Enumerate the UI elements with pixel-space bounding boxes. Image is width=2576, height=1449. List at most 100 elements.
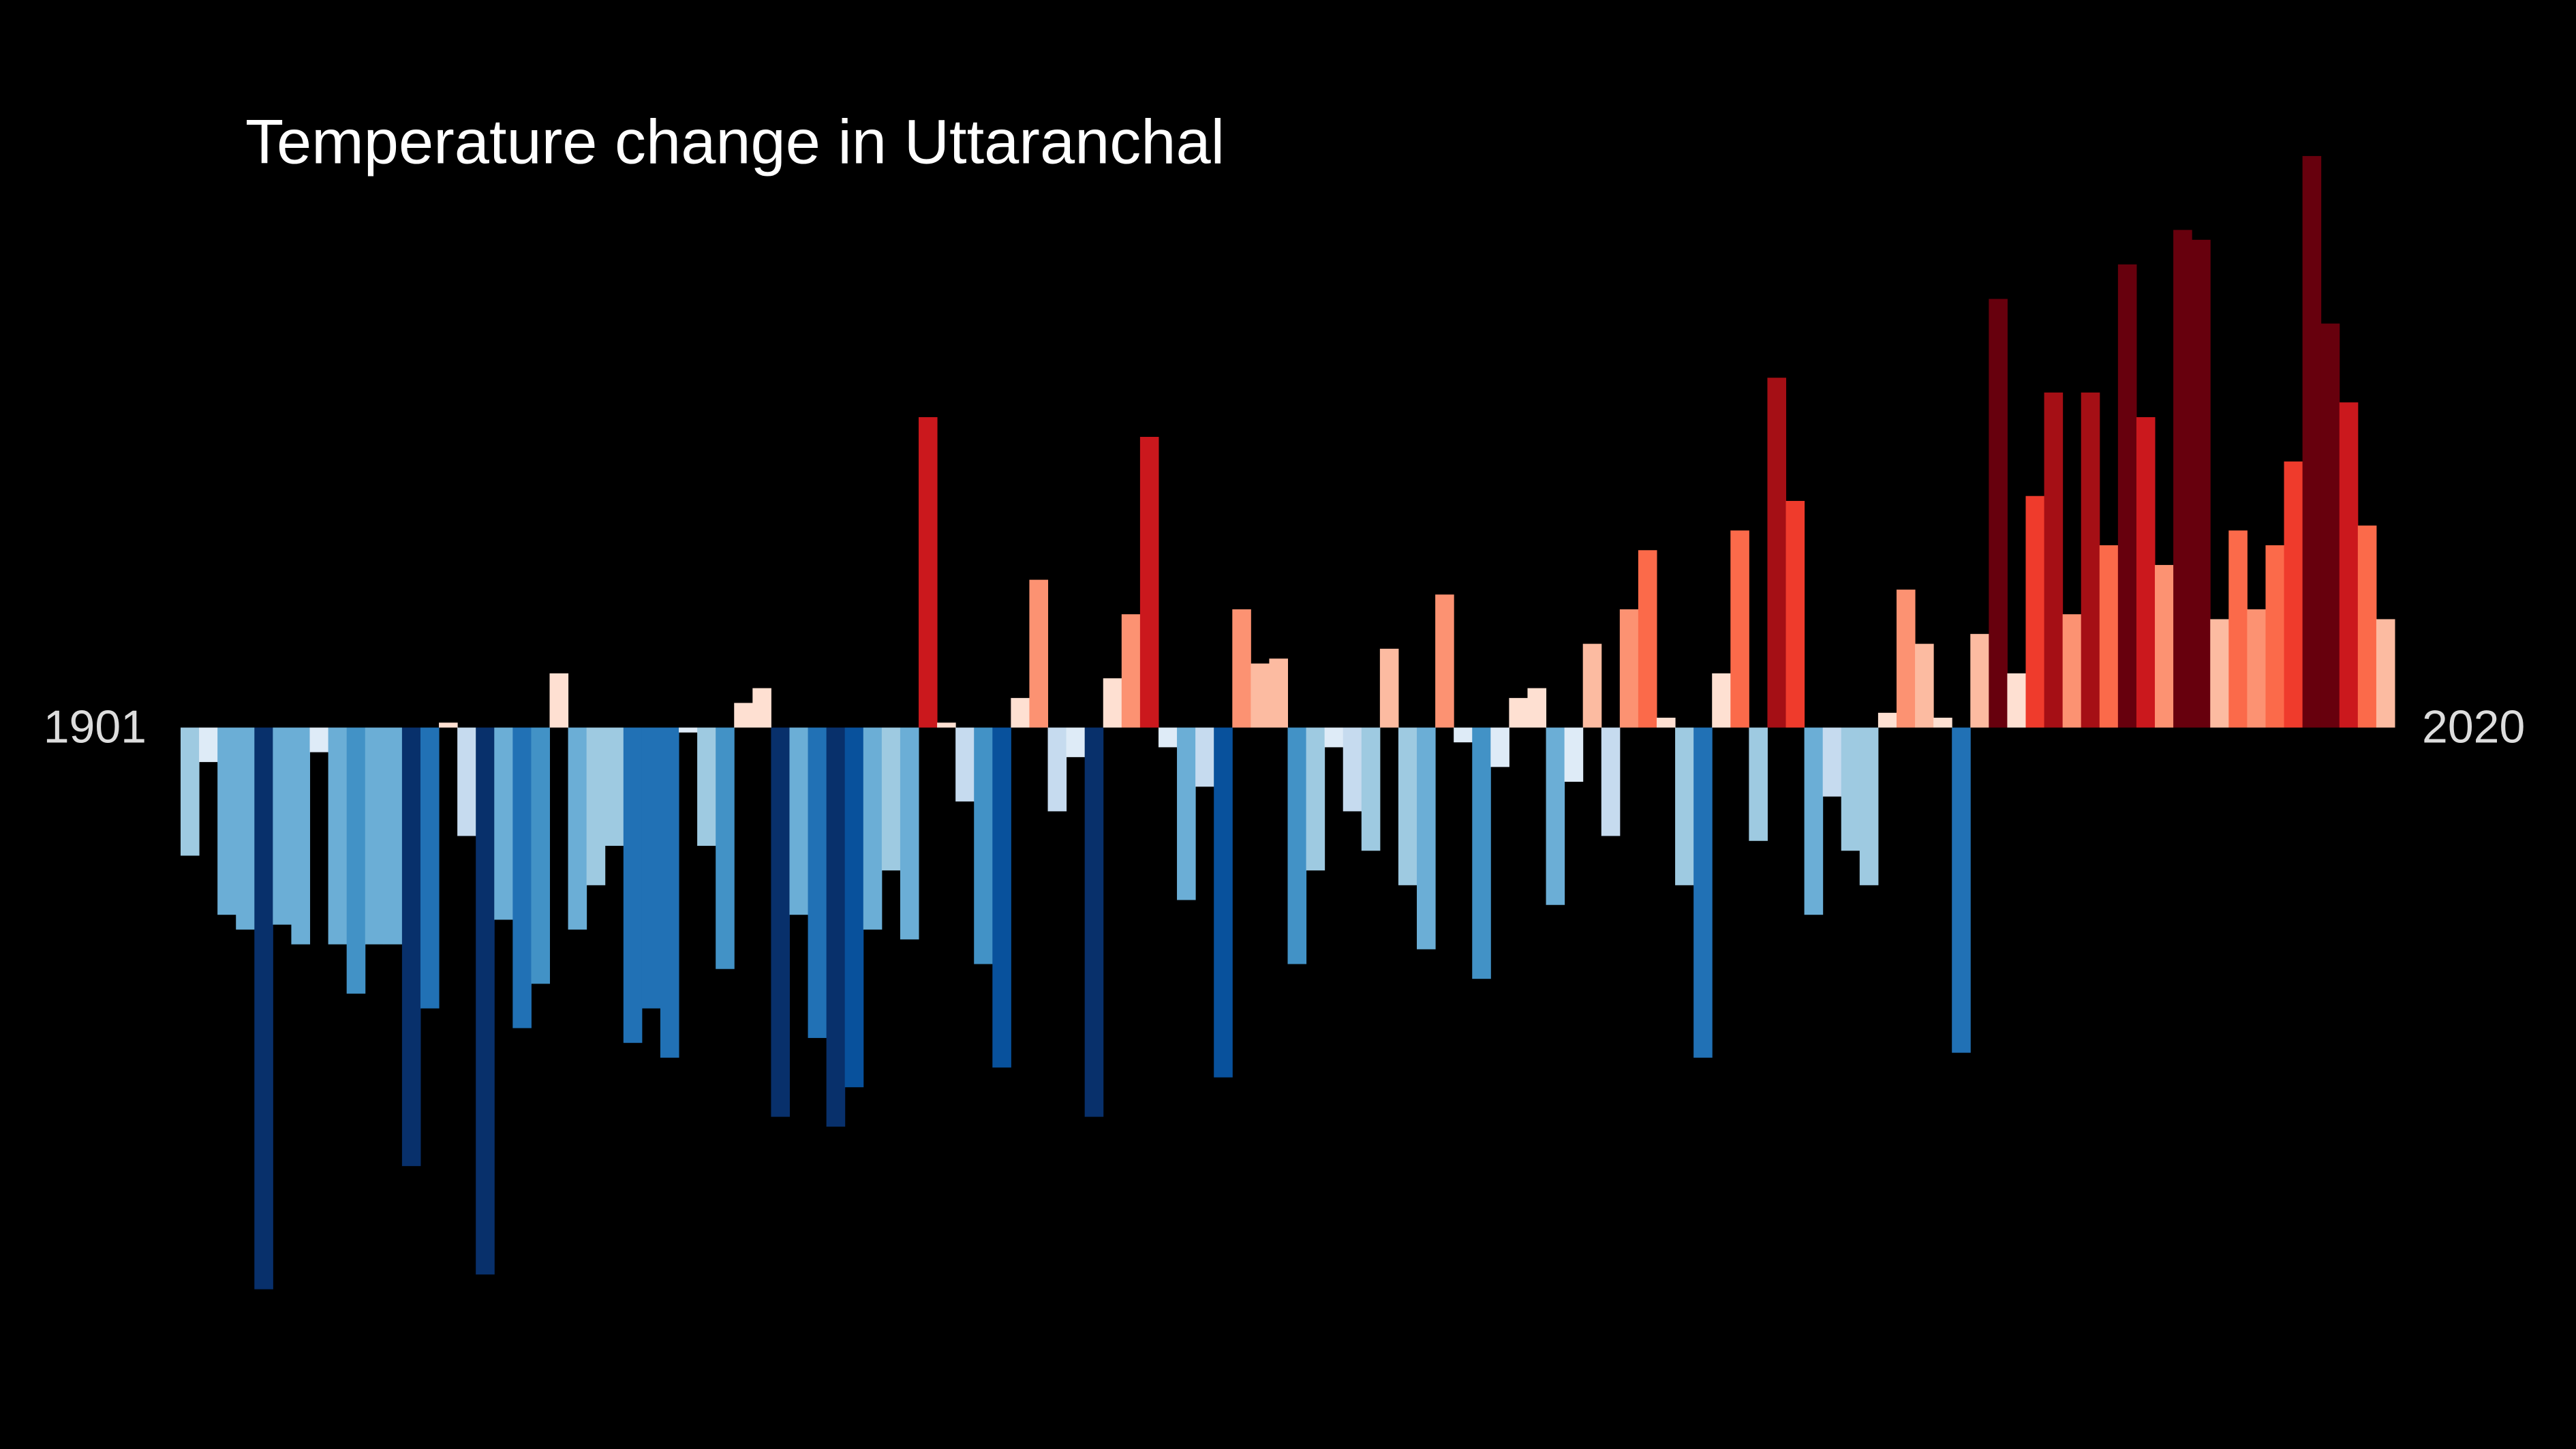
- bar: [660, 727, 679, 1058]
- bar: [420, 727, 440, 1009]
- bar: [1859, 727, 1879, 885]
- bar: [2339, 402, 2359, 728]
- bar: [1306, 727, 1325, 871]
- bar: [974, 727, 993, 964]
- bar: [2284, 461, 2303, 728]
- bar: [1822, 727, 1842, 797]
- bar: [826, 727, 846, 1127]
- bar: [401, 727, 421, 1166]
- bar: [2136, 417, 2156, 728]
- bar: [1952, 727, 1971, 1053]
- bar: [1029, 579, 1049, 728]
- bar: [1472, 727, 1491, 979]
- bar: [679, 727, 698, 733]
- bar: [2376, 619, 2395, 728]
- bar: [1933, 718, 1952, 728]
- bar: [2007, 673, 2026, 728]
- bar: [863, 727, 883, 930]
- bar: [1379, 648, 1399, 728]
- bar: [1324, 727, 1344, 748]
- bar: [1970, 634, 1989, 728]
- bar: [1195, 727, 1214, 787]
- bar: [1103, 678, 1122, 728]
- bar: [1177, 727, 1196, 900]
- bar: [1435, 594, 1454, 728]
- bar: [623, 727, 643, 1043]
- bar: [1084, 727, 1104, 1117]
- bar: [1011, 698, 1030, 728]
- bar: [808, 727, 827, 1038]
- bar: [512, 727, 532, 1028]
- bar: [900, 727, 919, 940]
- bar: [254, 727, 273, 1290]
- x-tick-label: 2020: [2422, 701, 2525, 752]
- bar: [236, 727, 255, 930]
- chart-title: Temperature change in Uttaranchal: [245, 107, 1225, 177]
- bar: [716, 727, 735, 969]
- bar: [2357, 525, 2377, 728]
- bar: [1047, 727, 1067, 812]
- bar: [2265, 545, 2285, 728]
- bar: [1417, 727, 1436, 949]
- bar: [1989, 299, 2008, 728]
- bar: [1343, 727, 1362, 812]
- bar: [328, 727, 348, 945]
- bar: [992, 727, 1011, 1068]
- bar: [1214, 727, 1233, 1078]
- bar: [641, 727, 661, 1009]
- bar: [1121, 614, 1141, 728]
- bar: [1139, 436, 1159, 728]
- bar: [531, 727, 550, 984]
- bar: [604, 727, 624, 846]
- bar: [1361, 727, 1381, 851]
- bar: [1915, 643, 1934, 728]
- bar: [439, 722, 458, 728]
- bar: [2025, 495, 2045, 728]
- bar: [697, 727, 716, 846]
- bar: [2044, 392, 2064, 728]
- bar: [309, 727, 329, 752]
- bar: [1251, 663, 1270, 728]
- bar: [273, 727, 292, 925]
- bar: [1158, 727, 1178, 748]
- bar: [1509, 698, 1528, 728]
- bar: [1785, 500, 1805, 728]
- bar: [1638, 550, 1657, 728]
- bar: [1841, 727, 1860, 851]
- bar: [1693, 727, 1713, 1058]
- bar: [457, 727, 476, 836]
- bar: [1232, 609, 1251, 728]
- bar: [844, 727, 864, 1088]
- bar: [2228, 530, 2248, 728]
- bar: [476, 727, 495, 1275]
- bar: [1619, 609, 1639, 728]
- bar: [1730, 530, 1749, 728]
- bar: [1877, 712, 1897, 728]
- bar: [346, 727, 366, 994]
- bar: [1582, 643, 1602, 728]
- bar: [586, 727, 606, 885]
- bar: [2081, 392, 2100, 728]
- bar: [1454, 727, 1473, 743]
- bar: [383, 727, 403, 945]
- bar: [365, 727, 384, 945]
- bar: [1564, 727, 1584, 782]
- bar: [1269, 658, 1288, 728]
- bar: [881, 727, 901, 871]
- bar: [181, 727, 200, 856]
- bar: [291, 727, 311, 945]
- bar: [2192, 239, 2211, 728]
- bar: [2247, 609, 2266, 728]
- bar: [1287, 727, 1307, 964]
- bar: [2320, 323, 2340, 728]
- bar: [494, 727, 513, 920]
- bar: [789, 727, 809, 915]
- bar: [1804, 727, 1824, 915]
- bar: [771, 727, 790, 1117]
- bar: [2062, 614, 2082, 728]
- bar: [199, 727, 218, 763]
- bar: [2099, 545, 2119, 728]
- bar: [2173, 230, 2192, 728]
